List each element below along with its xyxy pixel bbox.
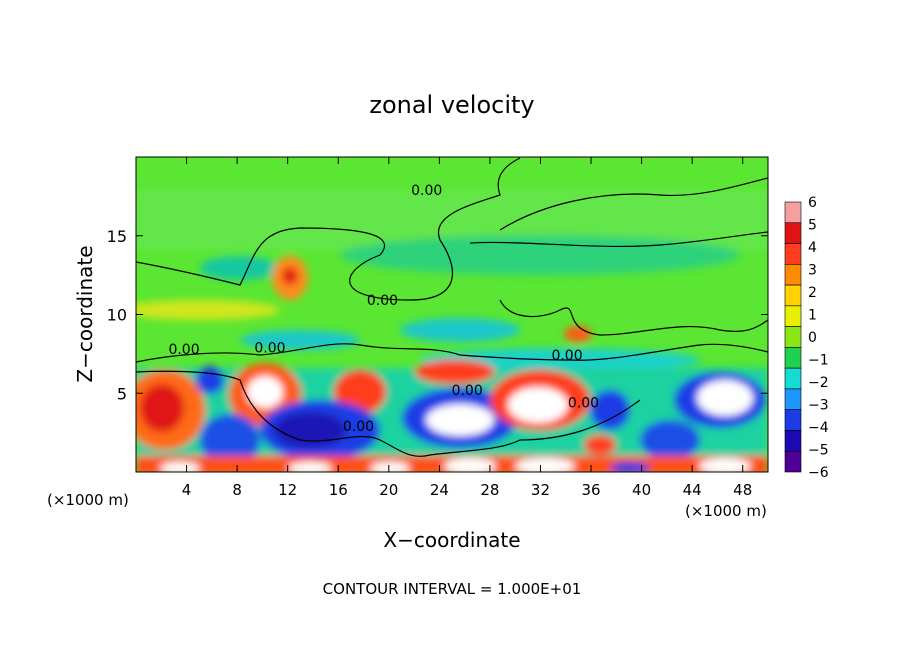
contour-interval-footer: CONTOUR INTERVAL = 1.000E+01 [323, 580, 582, 598]
x-tick-label: 24 [430, 481, 449, 499]
colorbar-label: −5 [808, 443, 829, 459]
contour-label: 0.00 [367, 293, 398, 309]
colorbar: 6 5 4 3 2 1 0 −1 −2 −3 −4 −5 −6 [784, 195, 829, 481]
colorbar-swatch [784, 409, 802, 431]
colorbar-label: 6 [808, 195, 817, 211]
colorbar-swatch [784, 243, 802, 265]
x-tick-label: 16 [329, 481, 348, 499]
contour-label: 0.00 [452, 383, 483, 399]
colorbar-swatch [784, 284, 802, 307]
colorbar-label: 5 [808, 218, 817, 234]
x-tick-label: 12 [278, 481, 297, 499]
x-unit-right: (×1000 m) [685, 502, 767, 520]
zero-contour-lines [136, 157, 768, 457]
colorbar-swatch [784, 222, 802, 244]
y-tick-label: 10 [107, 306, 127, 325]
colorbar-label: 3 [808, 263, 817, 279]
x-tick-label: 8 [232, 481, 242, 499]
colorbar-swatch [784, 367, 802, 390]
y-axis-ticks: 5 10 15 [107, 227, 768, 403]
colorbar-swatch [784, 305, 802, 327]
colorbar-label: 1 [808, 308, 817, 324]
colorbar-label: 2 [808, 285, 817, 301]
colorbar-label: −2 [808, 375, 829, 391]
x-tick-label: 44 [683, 481, 702, 499]
x-axis-label: X−coordinate [383, 528, 520, 552]
colorbar-label: −6 [808, 465, 829, 481]
chart-title: zonal velocity [369, 91, 534, 119]
x-tick-label: 32 [531, 481, 550, 499]
heatmap-field [136, 157, 768, 472]
contour-labels: 0.00 0.00 0.00 0.00 0.00 0.00 0.00 0.00 [168, 183, 599, 435]
x-tick-label: 48 [733, 481, 752, 499]
colorbar-label: 4 [808, 240, 817, 256]
x-axis-ticks: 4 8 12 16 20 24 28 32 36 40 44 48 [182, 157, 752, 499]
x-tick-label: 28 [480, 481, 499, 499]
contour-label: 0.00 [254, 340, 285, 356]
contour-label: 0.00 [343, 419, 374, 435]
colorbar-swatch [784, 430, 802, 452]
contour-label: 0.00 [411, 183, 442, 199]
colorbar-swatch [784, 388, 802, 410]
x-tick-label: 40 [632, 481, 651, 499]
colorbar-label: −3 [808, 398, 829, 414]
colorbar-swatch [784, 347, 802, 369]
colorbar-swatch [784, 326, 802, 348]
colorbar-label: −1 [808, 353, 829, 369]
y-tick-label: 15 [107, 227, 127, 246]
contour-label: 0.00 [551, 348, 582, 364]
colorbar-label: 0 [808, 330, 817, 346]
colorbar-swatch [784, 264, 802, 286]
x-tick-label: 20 [379, 481, 398, 499]
contour-label: 0.00 [568, 395, 599, 411]
x-unit-left: (×1000 m) [47, 491, 129, 509]
colorbar-label: −4 [808, 420, 829, 436]
x-tick-label: 4 [182, 481, 192, 499]
x-tick-label: 36 [581, 481, 600, 499]
colorbar-swatch [784, 201, 802, 224]
y-tick-label: 5 [117, 384, 127, 403]
y-axis-label: Z−coordinate [73, 245, 97, 382]
colorbar-swatch [784, 450, 802, 473]
contour-label: 0.00 [168, 342, 199, 358]
